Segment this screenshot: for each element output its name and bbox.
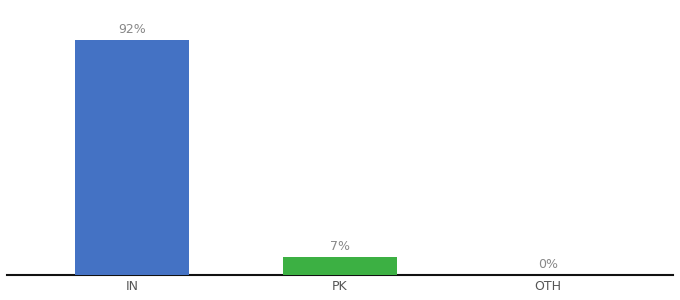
Text: 92%: 92% [118, 23, 146, 36]
Text: 7%: 7% [330, 241, 350, 254]
Bar [75, 40, 189, 275]
Text: 0%: 0% [538, 258, 558, 272]
Bar [283, 257, 397, 275]
